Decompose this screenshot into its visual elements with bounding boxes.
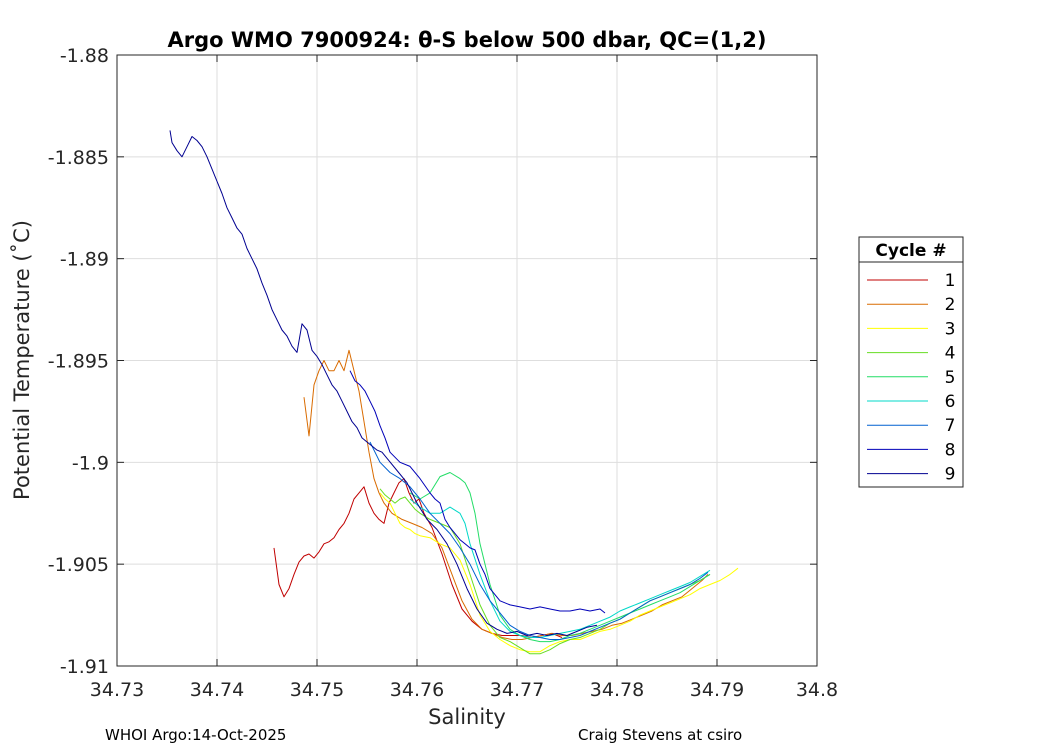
y-tick-label: -1.905 — [48, 554, 109, 576]
y-axis-label: Potential Temperature (˚C) — [10, 220, 34, 500]
x-tick-label: 34.75 — [290, 679, 344, 701]
x-tick-label: 34.78 — [590, 679, 644, 701]
series-group — [169, 130, 739, 655]
y-tick-label: -1.9 — [72, 452, 109, 474]
footer-left: WHOI Argo:14-Oct-2025 — [105, 726, 286, 744]
legend-items: 1 2 3 4 5 6 7 8 9 — [867, 271, 955, 485]
series-line-cycle-6 — [409, 498, 711, 638]
legend-label-7: 7 — [945, 416, 956, 436]
series-line-cycle-2 — [303, 349, 709, 640]
legend-label-9: 9 — [945, 465, 956, 485]
x-tick-label: 34.74 — [190, 679, 244, 701]
series-line-cycle-7 — [369, 441, 709, 640]
legend-label-5: 5 — [945, 368, 956, 388]
x-tick-label: 34.79 — [690, 679, 744, 701]
legend-title: Cycle # — [875, 241, 946, 261]
legend-label-6: 6 — [945, 392, 956, 412]
series-line-cycle-3 — [379, 492, 739, 653]
footer-right: Craig Stevens at csiro — [578, 726, 742, 744]
legend-label-3: 3 — [945, 319, 956, 339]
y-tick-label: -1.91 — [60, 656, 109, 678]
tick-labels: 34.73 34.74 34.75 34.76 34.77 34.78 34.79 34.8 -… — [48, 45, 838, 701]
plot-area-frame — [116, 54, 818, 667]
legend-label-2: 2 — [945, 295, 956, 315]
grid — [116, 54, 818, 667]
chart-title: Argo WMO 7900924: θ-S below 500 dbar, QC… — [168, 28, 767, 52]
series-line-cycle-5 — [409, 472, 711, 643]
legend: Cycle # 1 2 3 4 5 6 7 8 9 — [858, 236, 964, 488]
legend-label-8: 8 — [945, 440, 956, 460]
legend-label-1: 1 — [945, 271, 956, 291]
y-tick-label: -1.89 — [60, 249, 109, 271]
x-axis-label: Salinity — [428, 705, 506, 729]
legend-label-4: 4 — [945, 344, 956, 364]
series-line-cycle-9 — [169, 130, 598, 636]
series-line-cycle-8 — [349, 370, 606, 614]
y-tick-label: -1.88 — [60, 45, 109, 67]
x-tick-label: 34.8 — [796, 679, 838, 701]
x-tick-label: 34.73 — [90, 679, 144, 701]
x-tick-label: 34.77 — [490, 679, 544, 701]
y-tick-label: -1.885 — [48, 147, 109, 169]
x-tick-label: 34.76 — [390, 679, 444, 701]
legend-box — [858, 236, 964, 488]
y-tick-label: -1.895 — [48, 351, 109, 373]
